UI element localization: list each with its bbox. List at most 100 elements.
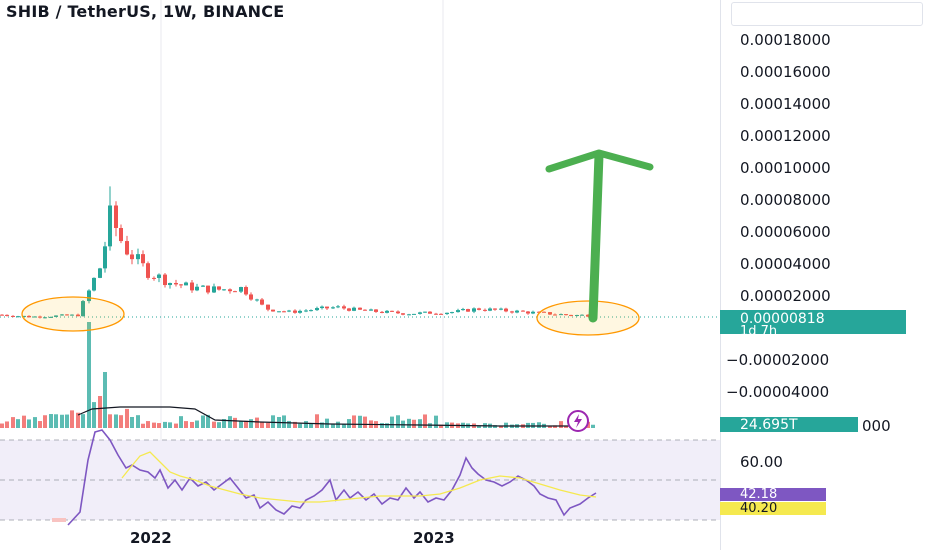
candle-body [60,314,64,316]
candle-body [217,286,221,290]
candle-body [141,254,145,264]
candle-body [412,313,416,315]
volume-bar [190,421,194,428]
candle-body [445,312,449,315]
volume-bar [396,415,400,428]
volume-bar [293,421,297,428]
candle-body [380,311,384,313]
volume-bar [363,416,367,428]
candle-body [87,290,91,302]
volume-bar [347,419,351,428]
candle-countdown: 1d 7h [740,324,778,339]
candle-body [5,314,9,316]
candle-body [531,311,535,314]
volume-bar [385,423,389,428]
volume-bar [54,414,58,428]
candle-body [352,307,356,311]
candle-body [255,299,259,301]
price-tick-label: 0.00018000 [740,31,831,49]
candle-body [136,254,140,260]
lightning-bolt-icon[interactable] [567,410,589,432]
volume-bar [201,415,205,428]
candle-body [114,205,118,229]
time-label-2022: 2022 [130,529,172,547]
volume-bar [27,419,31,428]
candle-body [298,310,302,313]
grid [0,0,720,522]
candle-body [125,241,129,255]
candle-body [347,308,351,311]
rsi-ma-line [121,451,597,503]
volume-bar [16,419,20,428]
candle-body [0,314,4,316]
candle-body [564,314,568,316]
volume-bar [5,421,9,428]
volume-bar [282,415,286,428]
volume-bar [287,420,291,428]
volume-bar [179,416,183,428]
volume-bar [22,415,26,428]
candle-body [423,311,427,313]
indicator-box[interactable] [731,2,923,26]
time-label-2023: 2023 [413,529,455,547]
candle-body [472,308,476,312]
green-arrow-shaft [588,150,604,323]
candle-body [92,277,96,291]
candle-body [228,289,232,292]
volume-bar [439,424,443,428]
volume-bar [70,410,74,428]
candle-body [266,304,270,310]
volume-bar [336,421,340,428]
candle-body [244,287,248,295]
volume-bar [136,415,140,428]
candle-body [575,315,579,317]
candle-body [342,306,346,309]
candle-body [418,312,422,314]
candle-body [315,308,319,311]
candle-body [580,314,584,316]
volume-bar [244,420,248,428]
volume-value-tag: 24.695T [720,417,858,433]
candle-body [434,313,438,315]
volume-bar [212,421,216,428]
candle-body [369,309,373,311]
volume-bar [114,414,118,428]
rsi-value-tag: 42.18 [720,488,826,501]
volume-bar [130,416,134,428]
candle-body [22,315,26,317]
volume-ma-line [77,406,580,427]
volume-bar [304,421,308,428]
candle-body [38,316,42,318]
candle-body [212,286,216,293]
volume-bar [81,414,85,428]
candle-body [542,311,546,313]
price-tick-label: 0.00010000 [740,159,831,177]
candle-body [11,315,15,317]
volume-bar [206,414,210,428]
highlight-circle-current [536,300,640,336]
candle-body [271,309,275,312]
price-tick-label: 0.00008000 [740,191,831,209]
price-tick-label: 0.00014000 [740,95,831,113]
candle-body [483,309,487,311]
volume-bar [418,419,422,428]
volume-bar [564,425,568,428]
volume-bar [548,425,552,428]
rsi-level-label: 60.00 [740,453,783,471]
price-tick-label: 0.00002000 [740,287,831,305]
candle-body [320,306,324,309]
candle-body [521,310,525,312]
candle-body [163,274,167,286]
candle-body [401,313,405,315]
volume-bar [423,414,427,428]
volume-bar [76,412,80,428]
candle-body [233,291,237,293]
volume-bar [233,417,237,428]
volume-bar [33,417,37,428]
volume-bar [239,421,243,428]
candle-body [499,308,503,310]
candle-body [43,317,47,319]
volume-bar [222,419,226,428]
